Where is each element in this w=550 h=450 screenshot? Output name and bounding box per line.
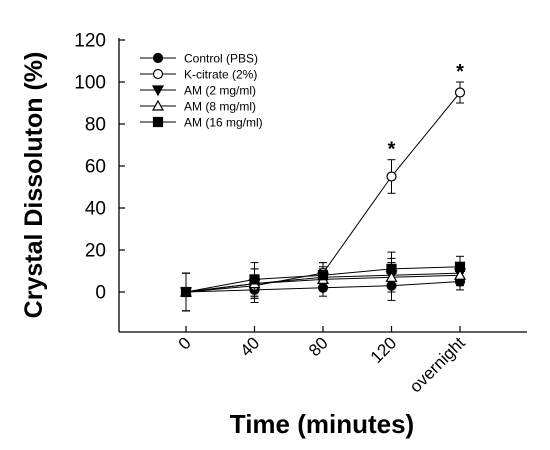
x-tick-label: 40 [237, 333, 264, 360]
data-point-triangle-up-open [151, 99, 165, 111]
data-point-square-filled [317, 270, 329, 281]
legend-label: K-citrate (2%) [184, 68, 257, 82]
y-tick-label: 20 [85, 241, 106, 262]
y-tick-label: 60 [85, 157, 106, 178]
x-tick-label: 0 [175, 333, 195, 353]
y-tick-label: 0 [95, 283, 106, 304]
x-tick-label: 80 [305, 333, 332, 360]
data-point-circle-filled [152, 52, 164, 64]
data-point-square-filled [386, 263, 397, 274]
significance-asterisk: * [456, 61, 464, 83]
data-point-circle-open [386, 171, 397, 182]
y-axis-title: Crystal Dissoluton (%) [20, 52, 48, 319]
data-point-triangle-down-filled [151, 85, 165, 97]
data-point-triangle-up-open [453, 268, 467, 280]
x-axis-title: Time (minutes) [230, 409, 414, 439]
data-point-circle-open [454, 87, 466, 98]
legend-label: AM (16 mg/ml) [184, 116, 263, 130]
data-point-circle-filled [386, 280, 397, 291]
data-point-triangle-up-open [385, 271, 398, 282]
y-tick-label: 80 [85, 115, 106, 136]
x-ticks: 0 40 80 120 overnight [175, 326, 469, 396]
data-point-square-filled [249, 274, 260, 285]
data-point-circle-filled [317, 282, 329, 293]
y-tick-label: 40 [85, 199, 106, 220]
x-tick-label: 120 [367, 333, 400, 366]
data-point-square-filled [180, 286, 192, 298]
legend-label: Control (PBS) [184, 52, 258, 66]
data-point-circle-open [152, 68, 164, 80]
series-markers [179, 87, 467, 299]
legend-label: AM (8 mg/ml) [184, 100, 256, 114]
data-point-square-filled [454, 261, 466, 272]
y-ticks: 0 20 40 60 80 100 120 [74, 31, 125, 304]
legend-label: AM (2 mg/ml) [184, 84, 256, 98]
y-tick-label: 100 [74, 73, 106, 94]
data-point-square-filled [152, 116, 164, 128]
y-tick-label: 120 [74, 31, 106, 52]
legend: Control (PBS) K-citrate (2%) AM (2 mg/ml) A… [140, 52, 263, 130]
annotations: ** [388, 61, 465, 161]
significance-asterisk: * [388, 139, 396, 161]
x-tick-label: overnight [406, 333, 469, 396]
